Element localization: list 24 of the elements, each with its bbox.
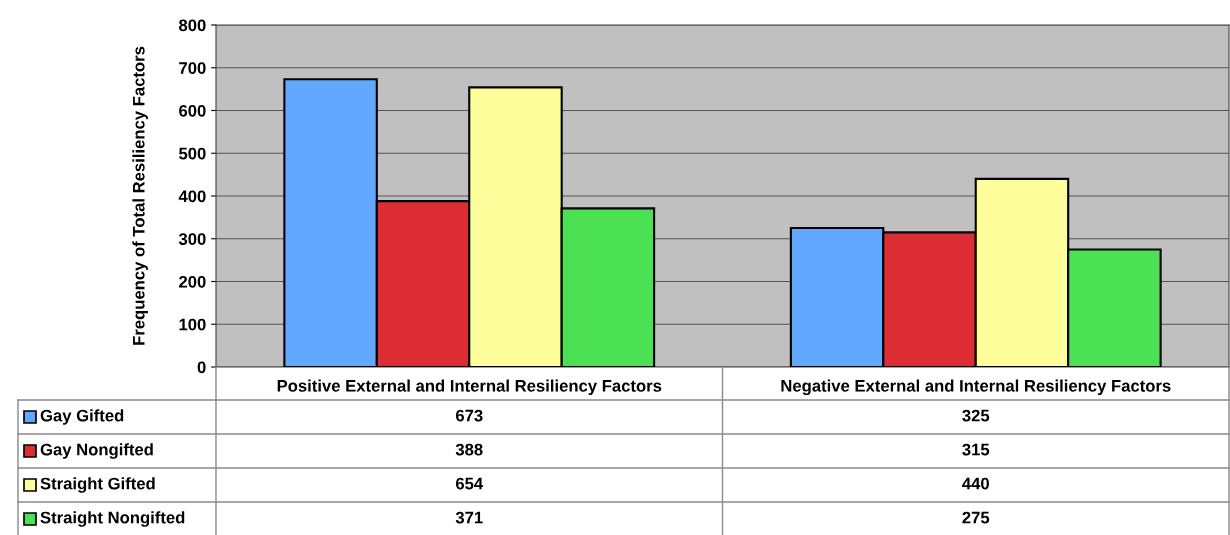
data-label: 371 <box>455 511 483 524</box>
y-axis-title: Frequency of Total Resiliency Factors <box>132 46 148 345</box>
y-tick-label: 400 <box>178 190 206 203</box>
data-label: 315 <box>962 443 990 456</box>
data-label: 275 <box>962 511 990 524</box>
data-label: 440 <box>962 477 989 490</box>
y-tick-label: 800 <box>179 19 206 32</box>
data-label: 673 <box>455 409 483 422</box>
y-tick-label: 300 <box>178 233 206 245</box>
y-tick-label: 0 <box>197 361 206 374</box>
data-label: 325 <box>962 409 990 422</box>
y-tick-label: 200 <box>179 275 206 288</box>
y-tick-label: 600 <box>179 104 206 117</box>
x-tick-label: Positive External and Internal Resiliency Factors <box>277 379 662 396</box>
legend-label: Gay Nongifted <box>40 443 153 459</box>
y-tick-label: 100 <box>179 318 206 331</box>
y-tick-label: 500 <box>178 147 206 160</box>
legend-label: Gay Gifted <box>40 409 124 425</box>
y-tick-label: 700 <box>179 62 206 74</box>
data-label: 654 <box>455 477 484 490</box>
legend-label: Straight Nongifted <box>40 511 185 527</box>
legend-label: Straight Gifted <box>40 477 155 493</box>
data-label: 388 <box>455 443 483 456</box>
x-tick-label: Negative External and Internal Resiliency Factors <box>781 379 1171 396</box>
